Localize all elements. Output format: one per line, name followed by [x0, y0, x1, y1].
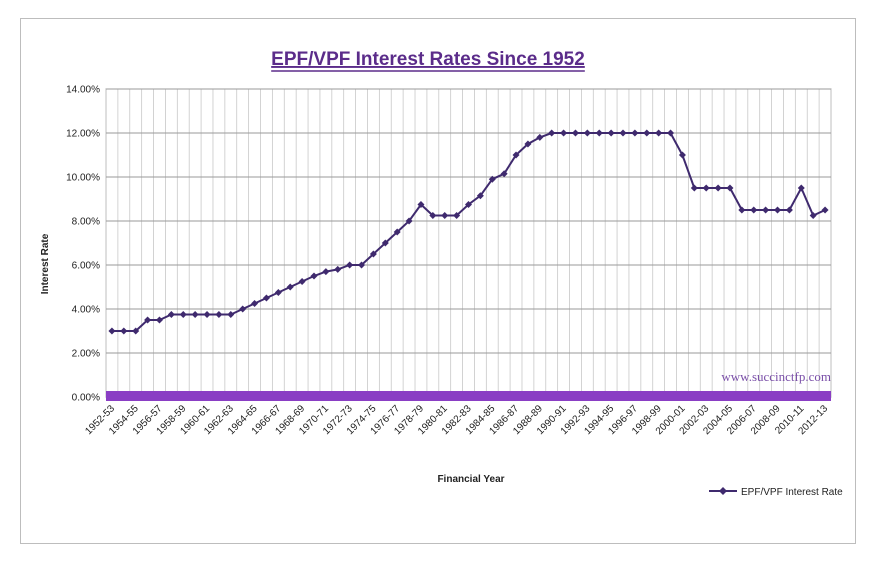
data-point [322, 268, 330, 276]
data-point [488, 175, 496, 183]
data-point [607, 129, 615, 137]
data-point [583, 129, 591, 137]
data-point [417, 201, 425, 208]
data-point [619, 129, 627, 137]
data-point [548, 129, 556, 137]
y-axis-ticks: 0.00% 2.00% 4.00% 6.00% 8.00% 10.00% 12.00% 14.… [66, 85, 100, 404]
y-tick-label: 10.00% [66, 173, 100, 184]
data-point [643, 129, 651, 137]
data-point [227, 311, 235, 318]
data-point [132, 327, 140, 335]
y-tick-label: 0.00% [72, 393, 100, 404]
plot-area [105, 88, 832, 398]
watermark: www.succinctfp.com [721, 369, 831, 384]
legend: EPF/VPF Interest Rate [709, 487, 843, 498]
data-point [465, 201, 472, 208]
data-point [155, 316, 163, 324]
data-point [441, 212, 449, 219]
data-point [215, 311, 223, 318]
y-tick-label: 8.00% [72, 217, 100, 228]
x-axis-baseline [106, 391, 831, 401]
data-point [762, 206, 770, 214]
data-point [120, 327, 128, 335]
data-point [750, 206, 758, 214]
gridlines [105, 88, 832, 401]
legend-marker-icon [719, 487, 727, 495]
legend-label: EPF/VPF Interest Rate [741, 487, 843, 498]
data-point [239, 305, 247, 313]
y-axis-label: Interest Rate [40, 233, 51, 294]
data-point [369, 250, 377, 258]
data-point [821, 206, 829, 214]
data-point [358, 261, 366, 269]
data-point [536, 133, 544, 141]
chart: EPF/VPF Interest Rates Since 1952 0.00% 2… [40, 49, 843, 498]
data-point [191, 311, 199, 318]
data-point [512, 151, 520, 159]
data-point [631, 129, 639, 137]
data-point [690, 184, 698, 192]
y-tick-label: 14.00% [66, 85, 100, 96]
data-point [203, 311, 211, 318]
data-point [560, 129, 568, 137]
data-point [785, 206, 793, 214]
data-point [453, 212, 461, 219]
data-point [381, 239, 389, 247]
data-point [286, 283, 294, 291]
chart-frame: EPF/VPF Interest Rates Since 1952 0.00% 2… [20, 18, 856, 544]
series-layer [108, 129, 829, 335]
data-point [774, 206, 782, 214]
data-point [655, 129, 663, 137]
data-point [179, 311, 187, 318]
data-point [108, 327, 116, 335]
chart-title: EPF/VPF Interest Rates Since 1952 [271, 49, 585, 70]
data-point [262, 294, 270, 302]
data-point [393, 228, 401, 236]
data-point [500, 170, 508, 178]
data-point [310, 272, 318, 280]
data-point [595, 129, 603, 137]
x-axis-ticks: 1952-531954-551956-571958-591960-611962-… [83, 403, 830, 437]
data-point [251, 300, 259, 307]
data-point [429, 212, 437, 219]
data-point [144, 316, 152, 324]
y-tick-label: 12.00% [66, 129, 100, 140]
y-tick-label: 2.00% [72, 349, 100, 360]
data-point [298, 278, 306, 285]
x-axis-label: Financial Year [437, 474, 504, 485]
data-point [346, 261, 354, 269]
data-point [274, 289, 282, 296]
data-point [405, 217, 413, 225]
data-point [726, 184, 734, 192]
data-point [571, 129, 579, 137]
data-point [167, 311, 175, 318]
y-tick-label: 4.00% [72, 305, 100, 316]
data-point [678, 151, 686, 159]
data-point [702, 184, 710, 192]
y-tick-label: 6.00% [72, 261, 100, 272]
data-point [809, 212, 817, 219]
data-point [476, 192, 484, 200]
data-point [667, 129, 675, 137]
data-point [714, 184, 722, 192]
data-point [797, 184, 805, 192]
data-point [334, 265, 342, 273]
data-point [524, 140, 532, 148]
data-point [738, 206, 746, 214]
